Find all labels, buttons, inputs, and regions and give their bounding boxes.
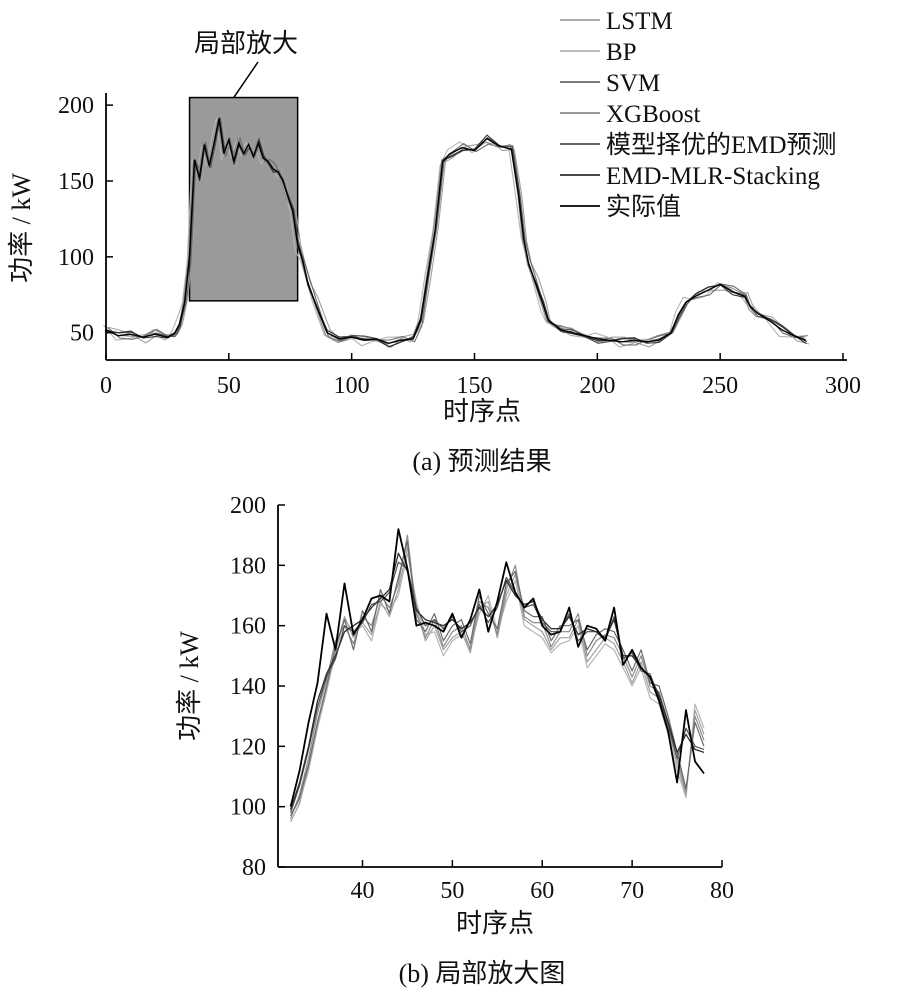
- y-tick-label: 150: [58, 169, 94, 195]
- legend-entry: BP: [606, 39, 637, 66]
- legend-entry: 模型择优的EMD预测: [606, 131, 837, 159]
- x-tick-label: 100: [334, 373, 370, 399]
- legend-entry: 实际值: [606, 193, 681, 221]
- y-tick-label: 180: [230, 553, 266, 579]
- legend-entry: SVM: [606, 70, 660, 97]
- panel-b-y-label: 功率 / kW: [175, 631, 204, 741]
- panel-b-series-lines: [289, 528, 705, 823]
- y-tick-label: 80: [242, 855, 266, 881]
- line-series: [290, 534, 705, 819]
- legend-entry: LSTM: [606, 8, 673, 35]
- panel-b-x-label: 时序点: [456, 909, 534, 938]
- x-tick-label: 60: [530, 878, 554, 904]
- line-series: [289, 528, 705, 807]
- y-tick-label: 50: [70, 321, 94, 347]
- panel-a-y-ticks: 50 100 150 200: [58, 93, 113, 347]
- y-tick-label: 140: [230, 674, 266, 700]
- x-tick-label: 300: [825, 373, 861, 399]
- x-tick-label: 150: [457, 373, 493, 399]
- y-tick-label: 100: [230, 795, 266, 821]
- x-tick-label: 50: [217, 373, 241, 399]
- panel-a-x-label: 时序点: [443, 397, 521, 426]
- x-tick-label: 40: [350, 878, 374, 904]
- line-series: [289, 552, 705, 810]
- y-tick-label: 200: [58, 93, 94, 119]
- panel-b-y-ticks: 80 100 120 140 160 180 200: [230, 493, 285, 881]
- panel-a-y-label: 功率 / kW: [7, 173, 36, 283]
- panel-a-x-ticks: 0 50 100 150 200 250 300: [100, 353, 861, 399]
- zoom-annotation-label: 局部放大: [194, 29, 298, 58]
- panel-a-series-lines: [103, 116, 810, 348]
- x-tick-label: 0: [100, 373, 112, 399]
- zoom-callout-line: [233, 61, 259, 98]
- panel-b-caption: (b) 局部放大图: [399, 959, 566, 988]
- y-tick-label: 160: [230, 614, 266, 640]
- x-tick-label: 200: [579, 373, 615, 399]
- panel-b: 40 50 60 70 80 80 100 120 140 160 180 200 时序点 功率 /…: [175, 493, 734, 988]
- x-tick-label: 70: [620, 878, 644, 904]
- legend-entry: EMD-MLR-Stacking: [606, 163, 820, 190]
- x-tick-label: 250: [702, 373, 738, 399]
- x-tick-label: 80: [710, 878, 734, 904]
- legend-entry: XGBoost: [606, 101, 701, 128]
- panel-b-x-ticks: 40 50 60 70 80: [350, 860, 734, 904]
- line-series: [290, 546, 705, 823]
- line-series: [290, 552, 705, 817]
- zoom-region-box: [188, 96, 299, 302]
- y-tick-label: 100: [58, 245, 94, 271]
- y-tick-label: 120: [230, 734, 266, 760]
- x-tick-label: 50: [440, 878, 464, 904]
- legend: LSTM BP SVM XGBoost 模型择优的EMD预测 EMD-MLR-Stacki…: [560, 8, 837, 221]
- panel-a-caption: (a) 预测结果: [412, 447, 551, 476]
- line-series: [105, 118, 807, 345]
- line-series: [290, 540, 705, 816]
- y-tick-label: 200: [230, 493, 266, 519]
